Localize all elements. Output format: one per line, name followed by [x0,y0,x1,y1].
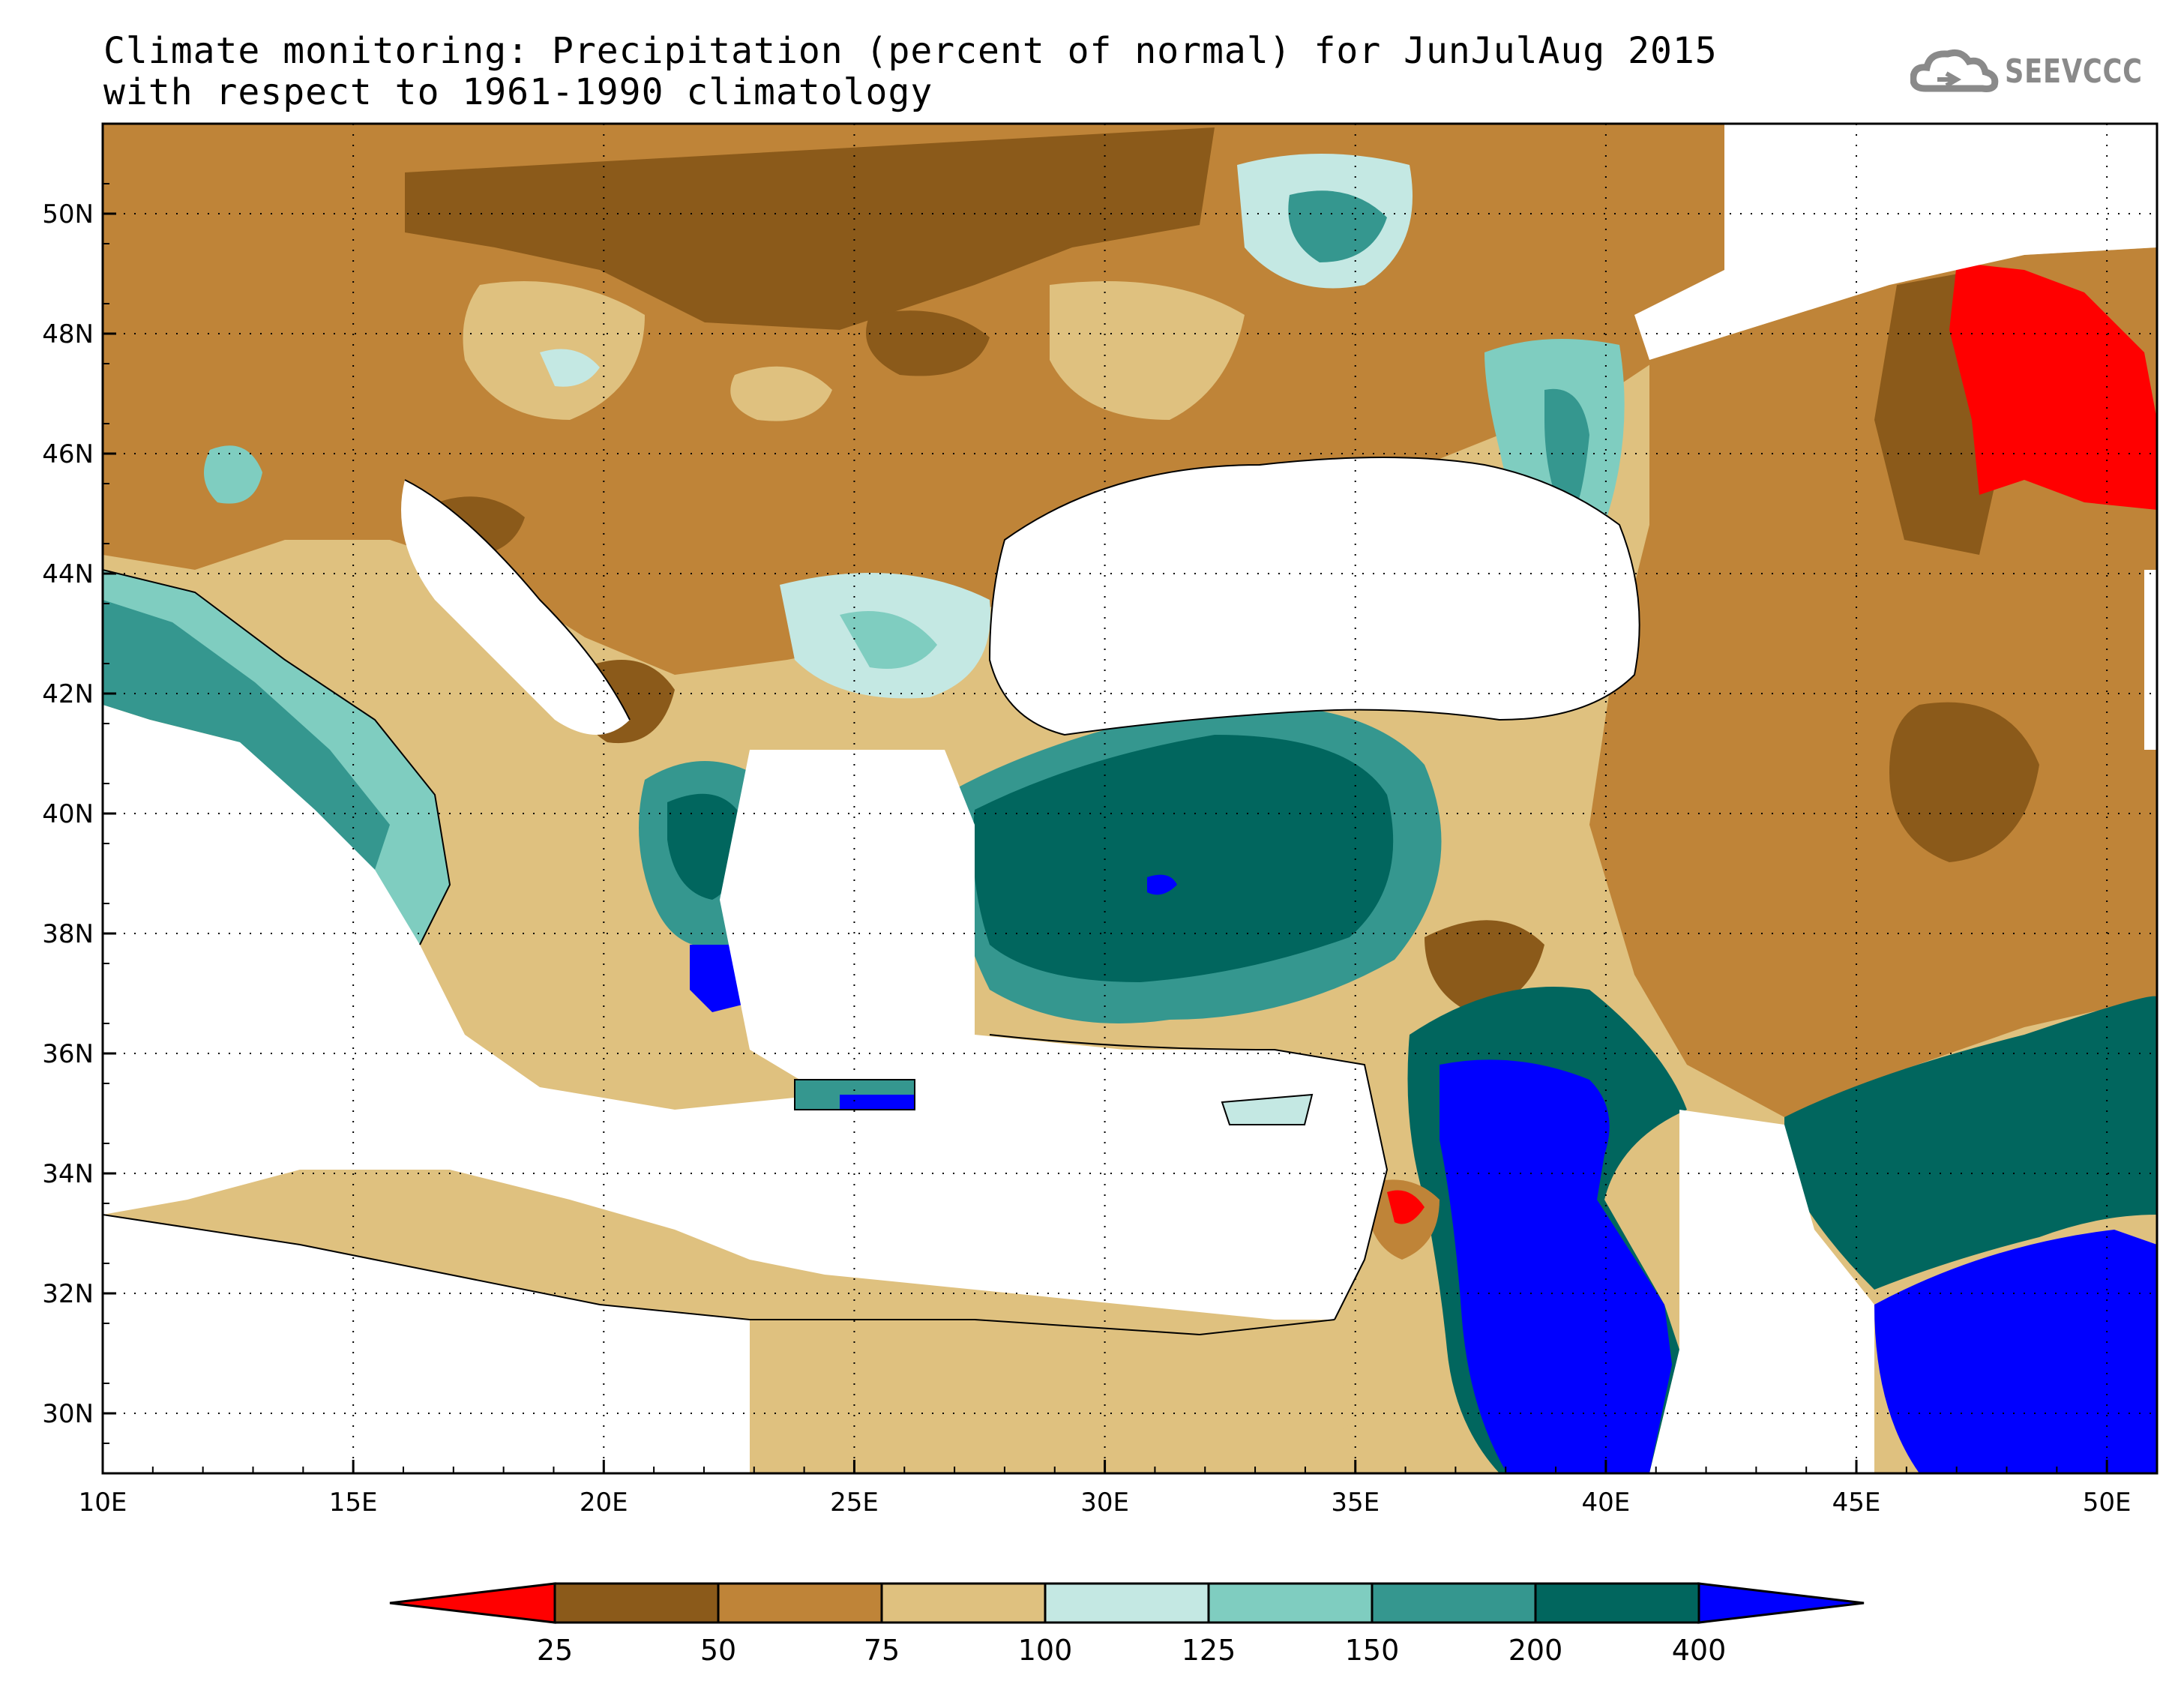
colorbar-swatch [1044,1582,1210,1624]
colorbar-label: 25 [537,1634,573,1667]
logo-text: SEEVCCC [2005,52,2143,91]
colorbar-swatch [880,1582,1047,1624]
coastlines [102,457,1640,1336]
x-axis-ticks: 10E 15E 20E 25E 30E 35E 40E 45E 50E [79,1460,2132,1518]
y-tick-label: 44N [42,559,94,589]
colorbar-swatch [1534,1582,1700,1624]
colorbar-swatch [1207,1582,1374,1624]
y-tick-label: 36N [42,1039,94,1069]
x-tick-label: 50E [2083,1488,2132,1518]
colorbar: 25 50 75 100 125 150 200 400 [389,1582,1865,1667]
colorbar-label: 100 [1018,1634,1073,1667]
map-title-line2: with respect to 1961-1990 climatology [103,71,933,113]
colorbar-label: 75 [864,1634,900,1667]
x-tick-label: 45E [1832,1488,1881,1518]
colorbar-label: 200 [1508,1634,1563,1667]
colorbar-label: 50 [700,1634,736,1667]
colorbar-swatch [717,1582,883,1624]
y-tick-label: 40N [42,799,94,829]
cloud-icon [1910,49,1999,92]
x-tick-label: 10E [79,1488,127,1518]
y-axis-ticks: 30N 32N 34N 36N 38N 40N 42N 44N 46N 48N 50N [42,183,116,1444]
y-tick-label: 32N [42,1279,94,1309]
y-tick-label: 38N [42,919,94,949]
x-tick-label: 40E [1582,1488,1631,1518]
y-tick-label: 50N [42,199,94,229]
x-tick-label: 15E [329,1488,378,1518]
map-title-line1: Climate monitoring: Precipitation (perce… [103,30,1718,72]
colorbar-label: 125 [1182,1634,1236,1667]
x-tick-label: 20E [580,1488,628,1518]
y-tick-label: 48N [42,319,94,349]
y-tick-label: 46N [42,439,94,469]
y-tick-label: 30N [42,1399,94,1429]
y-tick-label: 34N [42,1159,94,1189]
map-frame [101,122,2159,1475]
colorbar-arrow-low [389,1582,556,1624]
map-field [103,124,2157,1473]
colorbar-swatch [553,1582,720,1624]
colorbar-swatch [1371,1582,1537,1624]
x-tick-label: 35E [1331,1488,1380,1518]
x-tick-label: 25E [830,1488,879,1518]
y-tick-label: 42N [42,679,94,709]
x-tick-label: 30E [1080,1488,1129,1518]
seevccc-logo: SEEVCCC [1910,45,2177,97]
colorbar-label: 150 [1345,1634,1400,1667]
colorbar-arrow-high [1697,1582,1865,1624]
colorbar-label: 400 [1672,1634,1727,1667]
graticule [103,124,2157,1473]
